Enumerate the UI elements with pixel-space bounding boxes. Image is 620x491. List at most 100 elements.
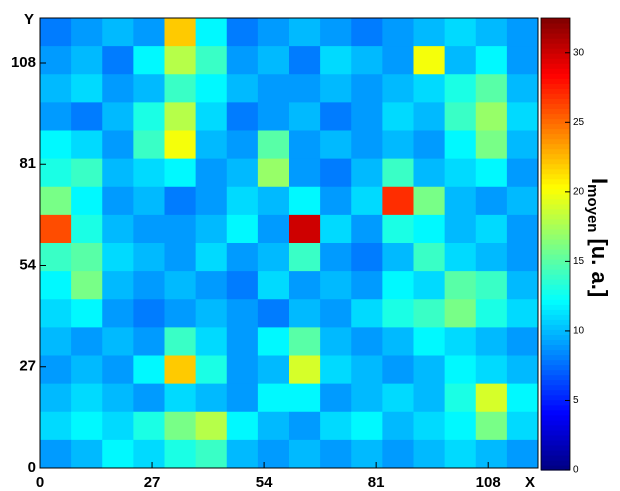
heat-cell [475, 271, 508, 300]
heat-cell [444, 243, 477, 272]
heat-cell [102, 158, 134, 188]
heat-cell [40, 299, 72, 328]
heat-cell [40, 214, 72, 244]
heat-cell [164, 102, 197, 131]
heat-cell [289, 130, 321, 160]
heat-cell [351, 243, 383, 272]
heat-cell [257, 271, 290, 300]
heat-cell [475, 299, 508, 328]
x-tick-label: 54 [256, 474, 273, 491]
colorbar-frame [540, 17, 571, 471]
heat-cell [444, 271, 477, 300]
y-tick-label: 108 [11, 54, 36, 71]
heat-cell [164, 214, 197, 244]
heat-cell [164, 383, 197, 413]
colorbar-tick-label: 0 [573, 465, 579, 476]
heat-cell [475, 46, 508, 75]
x-tick-label: 27 [144, 474, 161, 491]
heat-cell [102, 271, 134, 300]
heat-cell [475, 383, 508, 413]
heat-cell [226, 18, 259, 47]
heat-cell [382, 74, 414, 103]
heat-cell [413, 411, 446, 441]
heat-cell [506, 243, 539, 272]
heat-cell [506, 383, 539, 413]
heat-cell [257, 186, 290, 216]
heat-cell [289, 243, 321, 272]
heat-cell [102, 130, 134, 160]
heat-cell [475, 214, 508, 244]
colorbar: 0 5 10 15 20 25 30 [540, 17, 585, 476]
heat-cell [133, 18, 165, 47]
colorbar-unit: [u. a.] [587, 238, 612, 297]
heat-cell [320, 186, 352, 216]
plot-frame [39, 17, 539, 469]
heat-cell [133, 158, 165, 188]
colorbar-tick-label: 30 [573, 47, 585, 58]
heat-cell [40, 46, 72, 75]
heat-cell [226, 327, 259, 356]
heat-cell [413, 18, 446, 47]
heat-cell [444, 411, 477, 441]
heat-cell [40, 383, 72, 413]
heat-cell [195, 214, 228, 244]
heat-cell [257, 299, 290, 328]
heat-cell [506, 214, 539, 244]
heat-cell [257, 74, 290, 103]
heat-cell [40, 355, 72, 385]
heat-cell [289, 439, 321, 469]
heat-cell [71, 383, 103, 413]
heat-cell [382, 158, 414, 188]
heat-cell [320, 411, 352, 441]
heat-cell [444, 355, 477, 385]
y-axis-label: Y [24, 11, 34, 28]
heat-cell [40, 243, 72, 272]
y-tick-label: 27 [19, 358, 36, 375]
heat-cell [506, 130, 539, 160]
heat-cell [289, 46, 321, 75]
heat-cell [382, 130, 414, 160]
heat-cell [475, 186, 508, 216]
heat-cell [506, 102, 539, 131]
heat-cell [506, 186, 539, 216]
heat-cell [164, 411, 197, 441]
heat-cell [289, 18, 321, 47]
heat-cell [382, 18, 414, 47]
heat-cell [351, 299, 383, 328]
y-tick-label: 81 [19, 155, 36, 172]
heat-cell [133, 243, 165, 272]
heat-cell [102, 74, 134, 103]
heat-cell [40, 327, 72, 356]
heat-cell [71, 355, 103, 385]
heat-cell [475, 327, 508, 356]
heat-cell [382, 439, 414, 469]
heat-cell [320, 327, 352, 356]
heat-cell [413, 158, 446, 188]
heat-cell [351, 158, 383, 188]
x-tick-label: 0 [36, 474, 44, 491]
heat-cell [257, 439, 290, 469]
colorbar-tick-label: 25 [573, 117, 585, 128]
heat-cell [351, 46, 383, 75]
heat-cell [71, 102, 103, 131]
heat-cell [444, 18, 477, 47]
heat-cell [164, 299, 197, 328]
heat-cell [320, 355, 352, 385]
heat-cell [195, 130, 228, 160]
heat-cell [164, 439, 197, 469]
heat-cell [226, 299, 259, 328]
heat-cell [102, 214, 134, 244]
heat-cell [195, 186, 228, 216]
heat-cell [444, 186, 477, 216]
heat-cell [506, 439, 539, 469]
heat-cell [351, 130, 383, 160]
heat-cell [164, 46, 197, 75]
heat-cell [40, 271, 72, 300]
heat-cell [320, 18, 352, 47]
heat-cell [351, 271, 383, 300]
heat-cell [71, 439, 103, 469]
heat-cell [195, 439, 228, 469]
heat-cell [257, 18, 290, 47]
y-tick-label: 54 [19, 256, 36, 273]
heat-cell [133, 327, 165, 356]
